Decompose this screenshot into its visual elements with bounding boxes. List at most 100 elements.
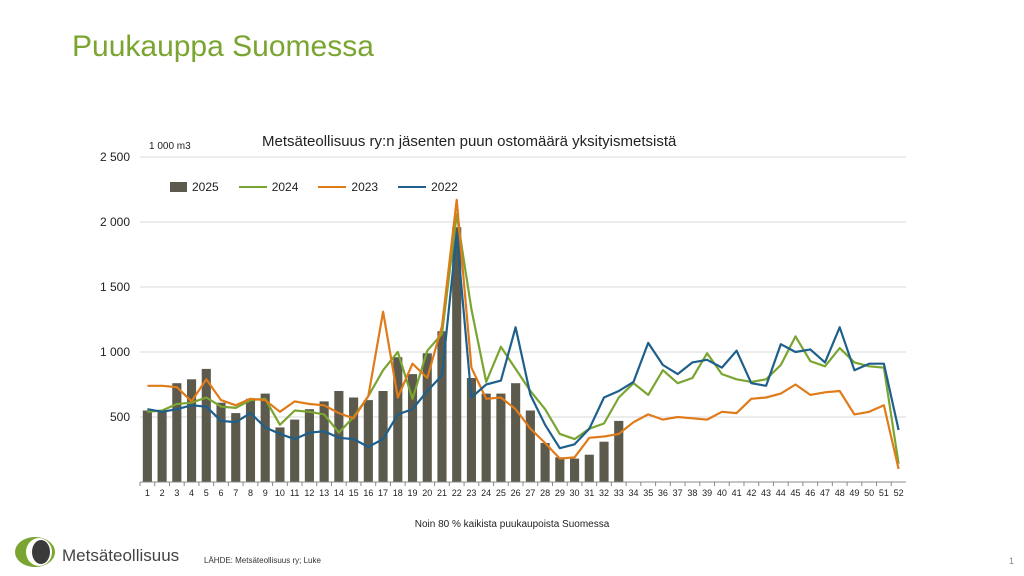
bar-2025	[201, 368, 211, 482]
x-tick-label: 46	[805, 488, 815, 498]
legend-label-2023: 2023	[351, 180, 379, 194]
x-tick-label: 36	[658, 488, 668, 498]
x-tick-label: 38	[687, 488, 697, 498]
bar-2025	[334, 391, 344, 482]
bar-2025	[142, 410, 152, 482]
brand-name: Metsäteollisuus	[62, 546, 180, 565]
x-tick-label: 14	[334, 488, 344, 498]
x-tick-label: 47	[820, 488, 830, 498]
x-tick-label: 44	[776, 488, 786, 498]
x-tick-label: 18	[393, 488, 403, 498]
bar-2025	[569, 458, 580, 482]
x-tick-label: 5	[204, 488, 209, 498]
y-tick-label: 1 500	[100, 280, 130, 294]
x-tick-label: 39	[702, 488, 712, 498]
x-tick-label: 4	[189, 488, 194, 498]
chart-title: Metsäteollisuus ry:n jäsenten puun ostom…	[262, 133, 677, 150]
bar-2025	[496, 393, 506, 482]
x-tick-label: 20	[422, 488, 432, 498]
x-tick-label: 10	[275, 488, 285, 498]
legend-swatch-2025	[170, 182, 187, 192]
bar-2025	[437, 331, 447, 482]
bar-2025	[231, 413, 241, 482]
x-axis-caption: Noin 80 % kaikista puukaupoista Suomessa	[414, 519, 610, 530]
legend-label-2025: 2025	[192, 180, 219, 194]
bar-2025	[186, 379, 197, 482]
y-axis-ticks: 500 1 000 1 500 2 000 2 500	[100, 150, 130, 424]
bar-2025	[216, 402, 226, 482]
legend-swatch-2022	[398, 186, 427, 188]
x-tick-label: 6	[219, 488, 224, 498]
x-tick-label: 31	[584, 488, 594, 498]
bar-2025	[260, 393, 270, 482]
bar-2025	[363, 400, 373, 482]
x-axis-ticks: 1 2 3 4 5 6 7 8 9 10 11 12 13 14 15 16 17 18 19 20 21 22 23 24 2…	[139, 482, 904, 498]
x-tick-label: 33	[614, 488, 624, 498]
legend: 2025 2024 2023 2022	[170, 180, 458, 194]
x-tick-label: 45	[791, 488, 801, 498]
x-tick-label: 28	[540, 488, 550, 498]
bar-2025	[304, 409, 314, 482]
x-tick-label: 3	[174, 488, 179, 498]
y-tick-label: 2 500	[100, 150, 130, 164]
legend-label-2022: 2022	[431, 180, 458, 194]
bar-2025	[157, 410, 167, 482]
x-tick-label: 51	[879, 488, 889, 498]
bar-2025	[540, 443, 550, 482]
legend-item-2024: 2024	[238, 180, 298, 194]
x-tick-label: 27	[525, 488, 535, 498]
bar-2025	[378, 391, 388, 482]
bar-2025	[319, 401, 329, 482]
x-tick-label: 50	[864, 488, 874, 498]
x-tick-label: 22	[452, 488, 462, 498]
bar-2025	[245, 398, 256, 482]
x-tick-label: 8	[248, 488, 253, 498]
x-tick-label: 41	[732, 488, 742, 498]
bar-2025	[511, 383, 521, 482]
x-tick-label: 9	[263, 488, 268, 498]
bar-2025	[614, 420, 624, 482]
x-tick-label: 29	[555, 488, 565, 498]
x-tick-label: 25	[496, 488, 506, 498]
legend-item-2023: 2023	[318, 180, 378, 194]
x-tick-label: 37	[673, 488, 683, 498]
x-tick-label: 48	[835, 488, 845, 498]
y-tick-label: 2 000	[100, 215, 130, 229]
x-tick-label: 11	[290, 488, 299, 498]
bar-2025	[172, 383, 182, 482]
line-series-2024	[147, 213, 900, 464]
x-tick-label: 16	[363, 488, 373, 498]
x-tick-label: 26	[511, 488, 521, 498]
page-number: 1	[1008, 556, 1014, 566]
bar-2025	[584, 454, 594, 482]
bar-2025	[452, 227, 462, 482]
bar-2025	[422, 353, 432, 482]
series-lines	[147, 198, 900, 470]
legend-swatch-2024	[238, 186, 267, 188]
bar-2025	[466, 378, 477, 482]
legend-swatch-2023	[318, 186, 347, 188]
x-tick-label: 23	[466, 488, 476, 498]
source-note: LÄHDE: Metsäteollisuus ry; Luke	[204, 556, 321, 565]
x-tick-label: 34	[628, 488, 638, 498]
slide-title: Puukauppa Suomessa	[72, 30, 374, 63]
x-tick-label: 49	[849, 488, 859, 498]
x-tick-label: 21	[437, 488, 447, 498]
unit-label: 1 000 m3	[149, 141, 191, 152]
bar-2025	[555, 457, 565, 482]
y-tick-label: 500	[110, 410, 130, 424]
x-tick-label: 19	[408, 488, 418, 498]
x-tick-label: 15	[349, 488, 359, 498]
x-tick-label: 12	[304, 488, 314, 498]
bar-2025	[290, 419, 300, 482]
x-tick-label: 32	[599, 488, 609, 498]
bar-2025	[481, 393, 491, 482]
x-tick-label: 13	[319, 488, 329, 498]
x-tick-label: 42	[746, 488, 756, 498]
x-tick-label: 24	[481, 488, 491, 498]
line-series-2023	[147, 198, 900, 470]
brand-logo-icon	[15, 537, 55, 567]
x-tick-label: 43	[761, 488, 771, 498]
x-tick-label: 52	[894, 488, 904, 498]
bar-2025	[525, 410, 535, 482]
